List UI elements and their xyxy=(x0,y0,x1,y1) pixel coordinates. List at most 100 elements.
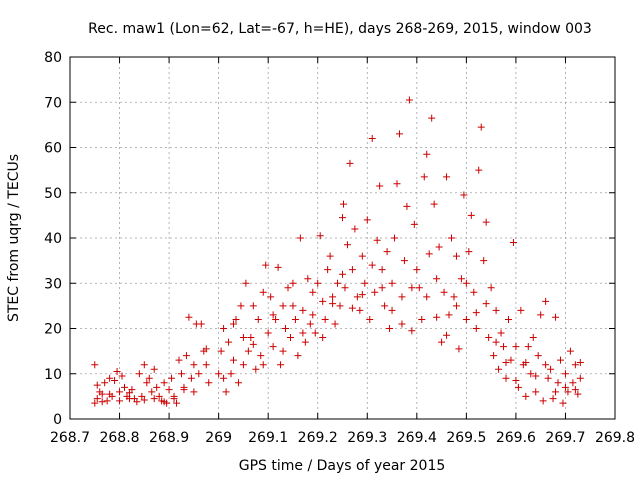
data-point xyxy=(160,379,168,387)
data-point xyxy=(467,211,475,219)
data-point xyxy=(225,338,233,346)
data-point xyxy=(244,347,252,355)
data-point xyxy=(433,313,441,321)
y-tick-label: 20 xyxy=(44,322,62,338)
data-point xyxy=(195,370,203,378)
data-point xyxy=(140,361,148,369)
y-tick-labels: 0 10 20 30 40 50 60 70 80 xyxy=(44,50,62,428)
y-tick-label: 30 xyxy=(44,276,62,292)
x-tick-label: 269.1 xyxy=(248,430,288,446)
data-point xyxy=(532,388,540,396)
data-point xyxy=(148,388,156,396)
data-point xyxy=(230,356,237,364)
data-point xyxy=(125,389,133,397)
data-point xyxy=(433,275,441,283)
data-point xyxy=(440,288,448,296)
x-tick-label: 268.8 xyxy=(99,430,139,446)
data-point xyxy=(450,293,458,301)
data-point xyxy=(534,352,542,360)
axis-ticks xyxy=(69,56,616,420)
data-point xyxy=(443,173,451,181)
data-point xyxy=(277,361,285,369)
data-point xyxy=(324,266,332,274)
data-point xyxy=(326,252,334,260)
data-point xyxy=(321,315,329,323)
data-point xyxy=(304,275,312,283)
data-point xyxy=(482,218,490,226)
data-point xyxy=(316,232,324,240)
data-point xyxy=(366,315,374,323)
data-point xyxy=(93,381,101,389)
data-point xyxy=(336,302,344,310)
data-point xyxy=(378,266,386,274)
data-point xyxy=(91,361,99,369)
data-point xyxy=(547,365,555,373)
data-point xyxy=(452,302,460,310)
data-point xyxy=(264,329,272,337)
x-tick-label: 268.9 xyxy=(149,430,189,446)
data-point xyxy=(410,220,418,228)
data-point xyxy=(509,239,517,247)
data-point xyxy=(145,374,153,382)
data-point xyxy=(576,358,584,366)
data-point xyxy=(291,315,299,323)
data-point xyxy=(301,338,309,346)
data-point xyxy=(314,279,322,287)
data-point xyxy=(445,311,453,319)
y-tick-label: 50 xyxy=(44,186,62,202)
data-point xyxy=(299,306,307,314)
data-point xyxy=(220,374,228,382)
data-point xyxy=(106,390,114,398)
data-point xyxy=(492,338,500,346)
data-point xyxy=(294,352,302,360)
x-tick-label: 269.2 xyxy=(298,430,338,446)
data-point xyxy=(351,225,359,233)
data-point xyxy=(309,311,317,319)
y-tick-label: 0 xyxy=(53,412,62,428)
data-point xyxy=(368,261,376,269)
data-point xyxy=(425,250,433,258)
data-point xyxy=(482,300,490,308)
data-point xyxy=(465,248,473,256)
data-point xyxy=(524,343,532,351)
y-tick-label: 10 xyxy=(44,367,62,383)
data-point xyxy=(502,358,510,366)
data-point xyxy=(542,297,550,305)
data-point xyxy=(557,356,564,364)
data-point xyxy=(356,306,364,314)
data-point xyxy=(222,388,230,396)
data-point xyxy=(561,383,569,391)
data-point xyxy=(388,306,396,314)
data-point xyxy=(242,279,250,287)
grid-lines xyxy=(70,57,615,419)
data-point xyxy=(339,214,346,222)
data-point xyxy=(190,388,198,396)
data-point xyxy=(353,293,361,301)
data-point xyxy=(279,302,287,310)
data-point xyxy=(507,356,515,364)
data-point xyxy=(398,293,406,301)
data-point xyxy=(135,370,143,378)
data-point xyxy=(428,114,436,122)
data-point xyxy=(383,248,391,256)
data-point xyxy=(413,266,421,274)
data-point xyxy=(331,320,339,328)
x-tick-label: 269.6 xyxy=(496,430,536,446)
data-point xyxy=(190,361,198,369)
data-point xyxy=(455,345,463,353)
data-point xyxy=(175,356,183,364)
data-point xyxy=(197,320,205,328)
data-point xyxy=(472,325,480,332)
data-point xyxy=(504,315,512,323)
data-point xyxy=(457,275,465,283)
data-point xyxy=(542,361,550,369)
y-axis-title: STEC from uqrg / TECUs xyxy=(6,154,22,322)
data-point xyxy=(133,398,141,406)
data-point xyxy=(259,288,267,296)
data-point xyxy=(490,352,498,360)
data-point xyxy=(116,397,124,405)
data-point xyxy=(155,392,163,400)
data-point xyxy=(182,352,190,360)
data-point xyxy=(371,288,379,296)
data-point xyxy=(98,398,106,406)
